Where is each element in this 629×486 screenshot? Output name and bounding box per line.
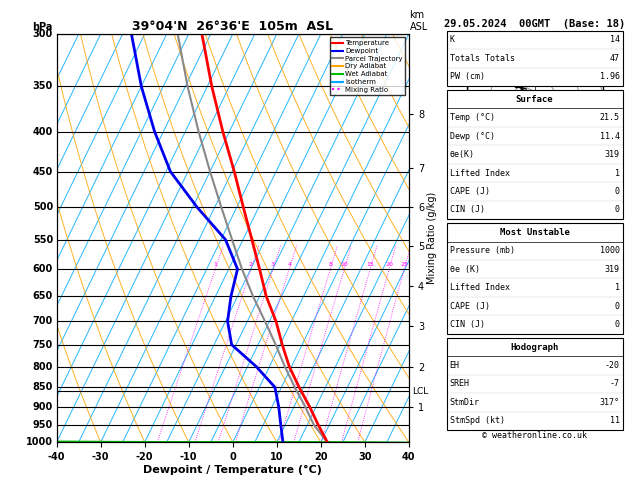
Text: CIN (J): CIN (J) (450, 206, 485, 214)
Text: 15: 15 (366, 262, 374, 267)
Text: Lifted Index: Lifted Index (450, 169, 509, 177)
Text: 1000: 1000 (26, 437, 53, 447)
Text: 350: 350 (33, 81, 53, 91)
Text: 800: 800 (33, 362, 53, 372)
Text: 21.5: 21.5 (599, 113, 620, 122)
Text: Pressure (mb): Pressure (mb) (450, 246, 515, 255)
Text: 10: 10 (340, 262, 348, 267)
Text: 750: 750 (33, 340, 53, 350)
Text: 29.05.2024  00GMT  (Base: 18): 29.05.2024 00GMT (Base: 18) (444, 19, 625, 29)
Text: 300: 300 (33, 29, 53, 39)
Text: Hodograph: Hodograph (511, 343, 559, 351)
Text: -20: -20 (604, 361, 620, 370)
Text: km
ASL: km ASL (409, 10, 428, 32)
Text: EH: EH (450, 361, 460, 370)
Text: 450: 450 (33, 167, 53, 176)
Text: K: K (450, 35, 455, 44)
Text: CAPE (J): CAPE (J) (450, 302, 490, 311)
Text: 11: 11 (610, 417, 620, 425)
Text: 1: 1 (615, 283, 620, 292)
Text: CAPE (J): CAPE (J) (450, 187, 490, 196)
Text: 20: 20 (385, 262, 393, 267)
Text: 47: 47 (610, 54, 620, 63)
Text: StmDir: StmDir (450, 398, 480, 407)
Text: Most Unstable: Most Unstable (499, 228, 570, 237)
Text: θe(K): θe(K) (450, 150, 475, 159)
Text: LCL: LCL (413, 387, 428, 396)
Text: PW (cm): PW (cm) (450, 72, 485, 81)
Text: 1.96: 1.96 (599, 72, 620, 81)
Text: -7: -7 (610, 380, 620, 388)
Text: 950: 950 (33, 420, 53, 430)
Text: kt: kt (469, 34, 478, 43)
Text: 600: 600 (33, 264, 53, 274)
Text: 319: 319 (604, 265, 620, 274)
Text: © weatheronline.co.uk: © weatheronline.co.uk (482, 431, 587, 440)
Text: Totals Totals: Totals Totals (450, 54, 515, 63)
Text: 1000: 1000 (599, 246, 620, 255)
Text: 3: 3 (271, 262, 275, 267)
Text: 25: 25 (400, 262, 408, 267)
Text: 2: 2 (249, 262, 253, 267)
Text: 0: 0 (615, 302, 620, 311)
Text: 0: 0 (615, 206, 620, 214)
Text: 400: 400 (33, 126, 53, 137)
Text: 317°: 317° (599, 398, 620, 407)
X-axis label: Dewpoint / Temperature (°C): Dewpoint / Temperature (°C) (143, 465, 322, 475)
Text: θe (K): θe (K) (450, 265, 480, 274)
Text: Lifted Index: Lifted Index (450, 283, 509, 292)
Text: hPa: hPa (32, 22, 52, 32)
Text: 0: 0 (615, 320, 620, 329)
Text: 900: 900 (33, 401, 53, 412)
Text: 650: 650 (33, 291, 53, 301)
Text: 11.4: 11.4 (599, 132, 620, 140)
Text: 500: 500 (33, 202, 53, 212)
Text: 0: 0 (615, 187, 620, 196)
Text: 550: 550 (33, 235, 53, 244)
Y-axis label: Mixing Ratio (g/kg): Mixing Ratio (g/kg) (427, 192, 437, 284)
Text: 1: 1 (213, 262, 217, 267)
Text: SREH: SREH (450, 380, 470, 388)
Text: StmSpd (kt): StmSpd (kt) (450, 417, 504, 425)
Text: 319: 319 (604, 150, 620, 159)
Legend: Temperature, Dewpoint, Parcel Trajectory, Dry Adiabat, Wet Adiabat, Isotherm, Mi: Temperature, Dewpoint, Parcel Trajectory… (330, 37, 405, 95)
Text: Temp (°C): Temp (°C) (450, 113, 495, 122)
Text: 1: 1 (615, 169, 620, 177)
Text: 8: 8 (328, 262, 332, 267)
Text: 14: 14 (610, 35, 620, 44)
Text: CIN (J): CIN (J) (450, 320, 485, 329)
Text: 700: 700 (33, 316, 53, 326)
Text: 850: 850 (33, 382, 53, 392)
Text: Dewp (°C): Dewp (°C) (450, 132, 495, 140)
Text: 4: 4 (287, 262, 291, 267)
Text: Surface: Surface (516, 95, 554, 104)
Title: 39°04'N  26°36'E  105m  ASL: 39°04'N 26°36'E 105m ASL (132, 20, 333, 33)
